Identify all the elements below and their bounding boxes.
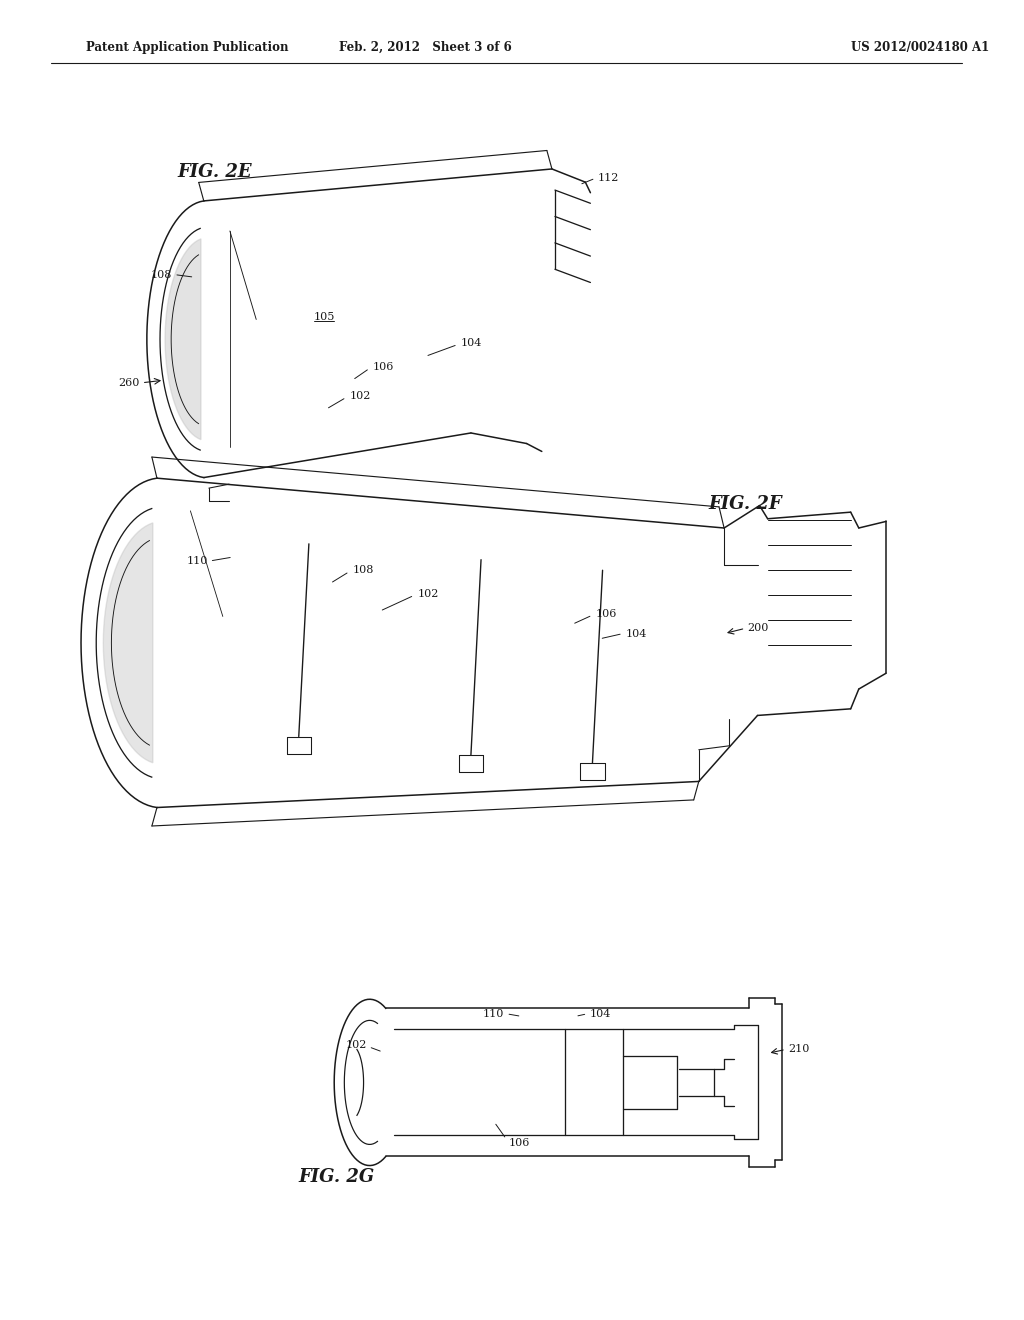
Text: Patent Application Publication: Patent Application Publication bbox=[86, 41, 289, 54]
Text: 102: 102 bbox=[349, 391, 371, 401]
Text: Feb. 2, 2012   Sheet 3 of 6: Feb. 2, 2012 Sheet 3 of 6 bbox=[339, 41, 512, 54]
Text: 200: 200 bbox=[748, 623, 769, 634]
Text: 106: 106 bbox=[373, 362, 394, 372]
Text: 110: 110 bbox=[483, 1008, 505, 1019]
Text: 105: 105 bbox=[314, 312, 335, 322]
Text: US 2012/0024180 A1: US 2012/0024180 A1 bbox=[851, 41, 989, 54]
Text: 210: 210 bbox=[787, 1044, 809, 1055]
Polygon shape bbox=[165, 239, 201, 440]
Text: 104: 104 bbox=[461, 338, 482, 348]
Text: 104: 104 bbox=[590, 1008, 610, 1019]
Text: 108: 108 bbox=[151, 269, 172, 280]
Text: 112: 112 bbox=[598, 173, 618, 183]
Text: 102: 102 bbox=[417, 589, 438, 599]
Text: FIG. 2G: FIG. 2G bbox=[299, 1168, 375, 1187]
Text: FIG. 2E: FIG. 2E bbox=[177, 162, 252, 181]
Text: 110: 110 bbox=[186, 556, 208, 566]
Polygon shape bbox=[103, 523, 153, 763]
Text: FIG. 2F: FIG. 2F bbox=[709, 495, 782, 513]
Text: 102: 102 bbox=[345, 1040, 367, 1051]
Text: 260: 260 bbox=[119, 378, 139, 388]
Text: 104: 104 bbox=[626, 628, 647, 639]
Text: 106: 106 bbox=[596, 609, 616, 619]
Text: 108: 108 bbox=[352, 565, 374, 576]
Text: 106: 106 bbox=[508, 1138, 529, 1148]
